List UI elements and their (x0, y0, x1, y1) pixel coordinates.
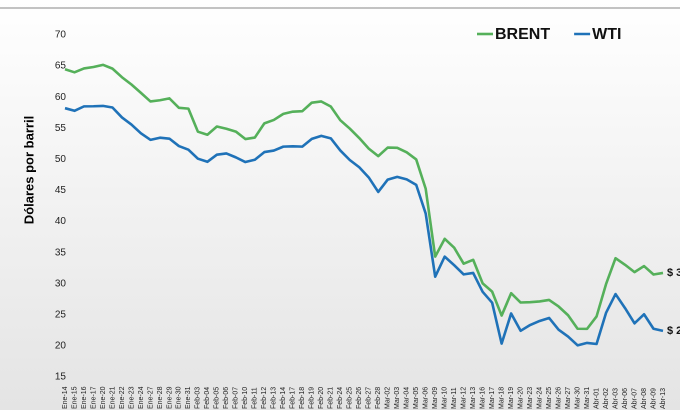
x-tick-label: Mar-26 (555, 387, 562, 409)
y-tick-label: 15 (55, 372, 67, 383)
x-tick-label: Abr-07 (631, 388, 638, 409)
x-tick-label: Abr-02 (603, 388, 610, 409)
x-tick-label: Mar-20 (517, 387, 524, 409)
x-tick-label: Ene-23 (128, 386, 135, 409)
x-tick-label: Feb-12 (261, 387, 268, 409)
x-tick-label: Ene-16 (81, 386, 88, 409)
y-tick-label: 60 (55, 92, 67, 103)
y-tick-label: 65 (55, 61, 67, 72)
x-tick-label: Mar-30 (574, 387, 581, 409)
x-tick-label: Feb-11 (252, 387, 259, 409)
x-tick-label: Feb-05 (214, 387, 221, 409)
end-label: $ 31,74 (667, 267, 680, 279)
legend-label: BRENT (495, 26, 550, 43)
y-tick-label: 50 (55, 154, 67, 165)
x-tick-label: Feb-06 (223, 387, 230, 409)
x-tick-label: Feb-21 (328, 387, 335, 409)
x-tick-label: Mar-06 (423, 387, 430, 409)
x-tick-label: Ene-20 (100, 386, 107, 409)
x-tick-label: Feb-27 (366, 387, 373, 409)
x-tick-label: Feb-03 (195, 387, 202, 409)
y-tick-label: 20 (55, 341, 67, 352)
x-tick-label: Mar-04 (404, 387, 411, 409)
x-tick-label: Mar-24 (536, 387, 543, 409)
x-tick-label: Ene-24 (138, 386, 145, 409)
x-tick-label: Ene-27 (147, 386, 154, 409)
x-tick-label: Mar-09 (432, 387, 439, 409)
x-tick-label: Abr-06 (622, 388, 629, 409)
x-tick-label: Abr-03 (612, 388, 619, 409)
x-tick-label: Abr-01 (593, 388, 600, 409)
x-tick-label: Mar-23 (527, 387, 534, 409)
x-tick-label: Feb-04 (204, 387, 211, 409)
x-tick-label: Feb-24 (337, 387, 344, 409)
x-tick-label: Ene-21 (109, 386, 116, 409)
x-tick-label: Mar-18 (498, 387, 505, 409)
y-axis-label: Dólares por barril (21, 116, 36, 224)
x-tick-label: Mar-17 (489, 387, 496, 409)
x-tick-label: Ene-28 (157, 386, 164, 409)
x-tick-label: Feb-10 (242, 387, 249, 409)
series-line (64, 104, 664, 347)
y-tick-label: 30 (55, 278, 67, 289)
x-tick-label: Ene-15 (71, 386, 78, 409)
x-tick-label: Feb-19 (309, 387, 316, 409)
x-tick-label: Ene-29 (166, 386, 173, 409)
x-tick-label: Ene-14 (62, 386, 69, 409)
x-tick-label: Mar-03 (394, 387, 401, 409)
y-tick-label: 35 (55, 247, 67, 258)
x-tick-label: Mar-16 (479, 387, 486, 409)
x-tick-label: Mar-05 (413, 387, 420, 409)
x-tick-label: Feb-20 (318, 387, 325, 409)
x-tick-label: Feb-14 (280, 387, 287, 409)
series-line (64, 63, 664, 331)
end-label: $ 22,41 (667, 325, 680, 337)
y-tick-label: 25 (55, 309, 67, 320)
x-tick-label: Feb-07 (233, 387, 240, 409)
x-tick-label: Mar-25 (546, 387, 553, 409)
x-tick-label: Abr-08 (641, 388, 648, 409)
x-tick-label: Mar-13 (470, 387, 477, 409)
x-tick-label: Feb-28 (375, 387, 382, 409)
x-tick-label: Mar-02 (385, 387, 392, 409)
x-tick-label: Mar-31 (584, 387, 591, 409)
y-tick-label: 70 (55, 30, 67, 41)
x-tick-label: Mar-27 (565, 387, 572, 409)
x-tick-label: Ene-17 (90, 386, 97, 409)
x-tick-label: Mar-19 (508, 387, 515, 409)
x-tick-label: Ene-22 (119, 386, 126, 409)
legend-label: WTI (592, 26, 621, 43)
x-tick-label: Feb-25 (347, 387, 354, 409)
x-tick-label: Abr-09 (650, 388, 657, 409)
x-tick-label: Mar-11 (451, 387, 458, 409)
x-tick-label: Ene-30 (176, 386, 183, 409)
y-tick-label: 55 (55, 123, 67, 134)
x-tick-label: Mar-12 (461, 387, 468, 409)
x-tick-label: Feb-26 (356, 387, 363, 409)
x-tick-label: Feb-17 (290, 387, 297, 409)
x-tick-label: Feb-18 (299, 387, 306, 409)
x-tick-label: Abr-13 (660, 388, 667, 409)
x-tick-label: Feb-13 (271, 387, 278, 409)
y-tick-label: 40 (55, 216, 67, 227)
y-tick-label: 45 (55, 185, 67, 196)
x-tick-label: Mar-10 (442, 387, 449, 409)
x-tick-label: Ene-31 (185, 386, 192, 409)
